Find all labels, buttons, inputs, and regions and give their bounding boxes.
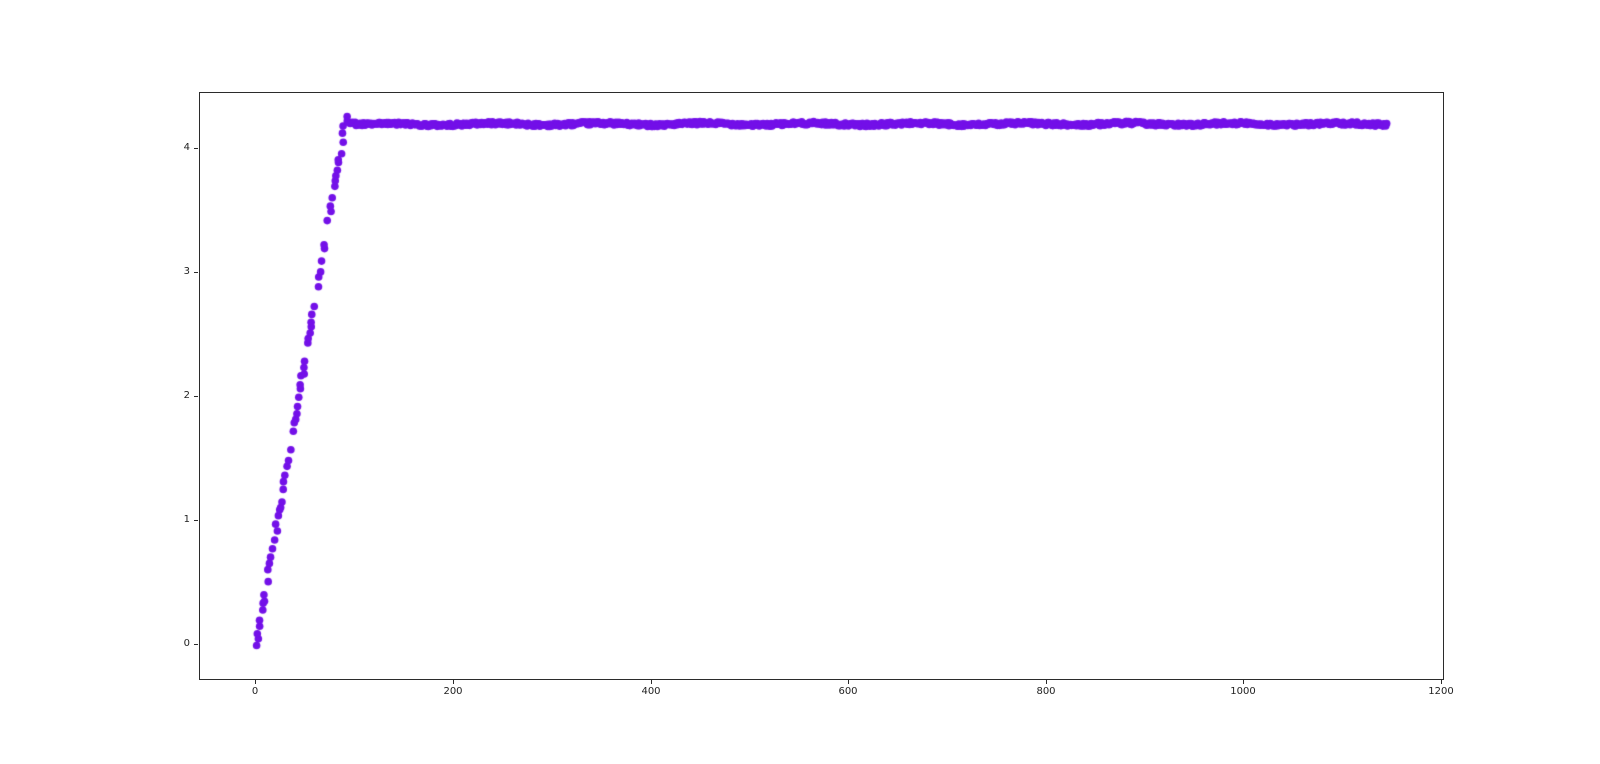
x-tick-mark <box>1243 680 1244 684</box>
x-tick-mark <box>1046 680 1047 684</box>
x-tick-mark <box>1441 680 1442 684</box>
y-tick-label: 2 <box>183 390 190 401</box>
x-tick-label: 200 <box>443 686 463 697</box>
x-tick-label: 0 <box>251 686 259 697</box>
y-tick-mark <box>194 396 198 397</box>
x-tick-mark <box>651 680 652 684</box>
x-tick-label: 1200 <box>1428 686 1454 697</box>
x-tick-mark <box>453 680 454 684</box>
x-tick-label: 600 <box>838 686 858 697</box>
y-tick-mark <box>194 148 198 149</box>
x-tick-label: 1000 <box>1230 686 1256 697</box>
x-tick-label: 800 <box>1036 686 1056 697</box>
y-tick-label: 1 <box>183 514 190 525</box>
y-tick-mark <box>194 272 198 273</box>
y-tick-mark <box>194 520 198 521</box>
x-tick-mark <box>255 680 256 684</box>
scatter-points-canvas <box>200 93 1443 679</box>
y-tick-mark <box>194 644 198 645</box>
plot-area <box>199 92 1444 680</box>
x-tick-label: 400 <box>641 686 661 697</box>
y-tick-label: 4 <box>183 142 190 153</box>
y-tick-label: 3 <box>183 266 190 277</box>
y-tick-label: 0 <box>183 638 190 649</box>
x-tick-mark <box>848 680 849 684</box>
